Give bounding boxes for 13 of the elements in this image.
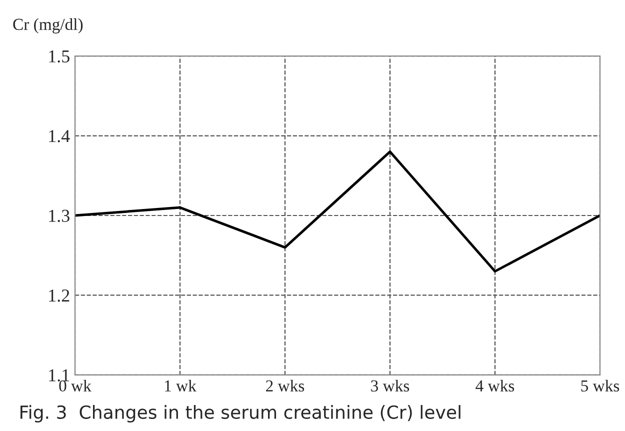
caption: Fig. 3 Changes in the serum creatinine (Cr) level — [20, 405, 460, 422]
y-tick-label: 1.3 — [49, 210, 70, 222]
x-tick-label: 4 wks — [476, 380, 514, 392]
y-tick-label: 1.1 — [49, 369, 70, 382]
x-tick-label: 2 wks — [266, 380, 304, 392]
y-tick-label: 1.5 — [49, 50, 70, 63]
x-tick-label: 5 wks — [581, 380, 620, 392]
y-tick-label: 1.2 — [49, 290, 70, 302]
y-tick-label: 1.4 — [49, 130, 70, 142]
x-tick-label: 1 wk — [165, 380, 196, 392]
y-axis-title: Cr (mg/dl) — [13, 18, 83, 34]
line-series — [75, 150, 600, 273]
x-tick-label: 3 wks — [371, 380, 410, 392]
